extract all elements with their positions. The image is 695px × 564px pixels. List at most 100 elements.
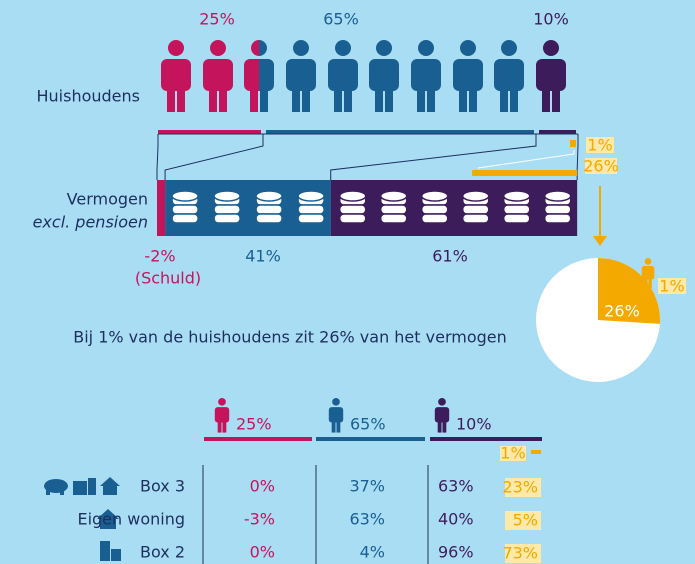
coin xyxy=(171,213,199,224)
leg xyxy=(417,86,425,112)
cell: 96% xyxy=(438,543,474,562)
coin xyxy=(297,213,325,224)
leg xyxy=(459,86,467,112)
household-bar xyxy=(266,130,534,134)
leg xyxy=(167,86,175,112)
cell: 40% xyxy=(438,510,474,529)
leg xyxy=(437,420,442,433)
torso xyxy=(259,59,274,91)
person-icon xyxy=(214,398,230,433)
coin-top xyxy=(255,190,283,202)
cell: 4% xyxy=(360,543,385,562)
coin-top xyxy=(543,190,572,202)
person-icon xyxy=(453,40,483,112)
label-box xyxy=(505,478,541,497)
label-box xyxy=(586,137,614,153)
leg xyxy=(250,86,258,112)
person-icon xyxy=(411,40,441,112)
coin xyxy=(213,204,241,215)
pie-person-label: 1% xyxy=(659,277,684,296)
torso xyxy=(453,59,483,91)
leg xyxy=(177,86,185,112)
leg xyxy=(385,86,393,112)
leg xyxy=(552,86,560,112)
person-icon xyxy=(161,40,191,112)
cell: 63% xyxy=(349,510,385,529)
person-icon xyxy=(244,40,259,112)
cell: -3% xyxy=(244,510,275,529)
leg xyxy=(219,86,227,112)
head xyxy=(293,40,309,56)
person-icon xyxy=(259,40,274,112)
person-icon xyxy=(328,398,344,433)
person-icon xyxy=(494,40,524,112)
head xyxy=(335,40,351,56)
coin-top xyxy=(420,190,449,202)
connector xyxy=(156,134,159,180)
torso xyxy=(244,59,259,91)
top-wealth-label: 26% xyxy=(583,157,619,176)
leg xyxy=(260,86,268,112)
wealth-label: Vermogen xyxy=(67,190,148,209)
debt-note: (Schuld) xyxy=(135,269,201,288)
coin xyxy=(420,204,449,215)
coin-stack xyxy=(543,190,572,224)
label-box xyxy=(585,158,617,174)
coin-stack xyxy=(461,190,490,224)
head xyxy=(218,398,226,406)
pie-slice xyxy=(598,258,660,324)
coin xyxy=(379,204,408,215)
head xyxy=(259,40,267,56)
coin xyxy=(338,204,367,215)
household-share: 10% xyxy=(533,10,569,29)
top-connector xyxy=(477,150,575,169)
cell: 0% xyxy=(250,477,275,496)
head xyxy=(332,398,340,406)
table-top-mark xyxy=(531,450,541,454)
coin-top xyxy=(171,190,199,202)
coin xyxy=(543,213,572,224)
coin xyxy=(255,213,283,224)
head xyxy=(376,40,392,56)
person-icon xyxy=(536,40,566,112)
person-icon xyxy=(434,398,450,433)
wealth-share: -2% xyxy=(144,247,175,266)
column-header: 10% xyxy=(456,415,492,434)
top-household-label: 1% xyxy=(587,136,612,155)
wealth-share: 61% xyxy=(432,247,468,266)
leg xyxy=(510,86,518,112)
label-box xyxy=(505,544,541,563)
coin xyxy=(213,213,241,224)
wealth-sublabel: excl. pensioen xyxy=(33,213,148,232)
leg xyxy=(375,86,383,112)
torso xyxy=(494,59,524,91)
leg xyxy=(331,420,336,433)
torso xyxy=(203,59,233,91)
coin xyxy=(502,204,531,215)
cell: 0% xyxy=(250,543,275,562)
head xyxy=(251,40,259,56)
column-header: 65% xyxy=(350,415,386,434)
column-bar xyxy=(204,437,312,441)
torso xyxy=(214,407,230,423)
wealth-bar xyxy=(157,180,166,236)
coin-top xyxy=(461,190,490,202)
torso xyxy=(536,59,566,91)
coin xyxy=(379,213,408,224)
connector xyxy=(164,134,264,180)
wealth-bar xyxy=(330,180,578,236)
leg xyxy=(292,86,300,112)
row-label: Eigen woning xyxy=(77,510,185,529)
top-wealth-bar xyxy=(472,170,578,176)
leg xyxy=(209,86,217,112)
coin xyxy=(255,204,283,215)
torso xyxy=(161,59,191,91)
coin-stack xyxy=(379,190,408,224)
caption: Bij 1% van de huishoudens zit 26% van he… xyxy=(73,328,507,347)
row-label: Box 2 xyxy=(140,543,185,562)
row-label: Box 3 xyxy=(140,477,185,496)
cell: 63% xyxy=(438,477,474,496)
coin-stack xyxy=(420,190,449,224)
torso xyxy=(286,59,316,91)
torso xyxy=(328,407,344,423)
